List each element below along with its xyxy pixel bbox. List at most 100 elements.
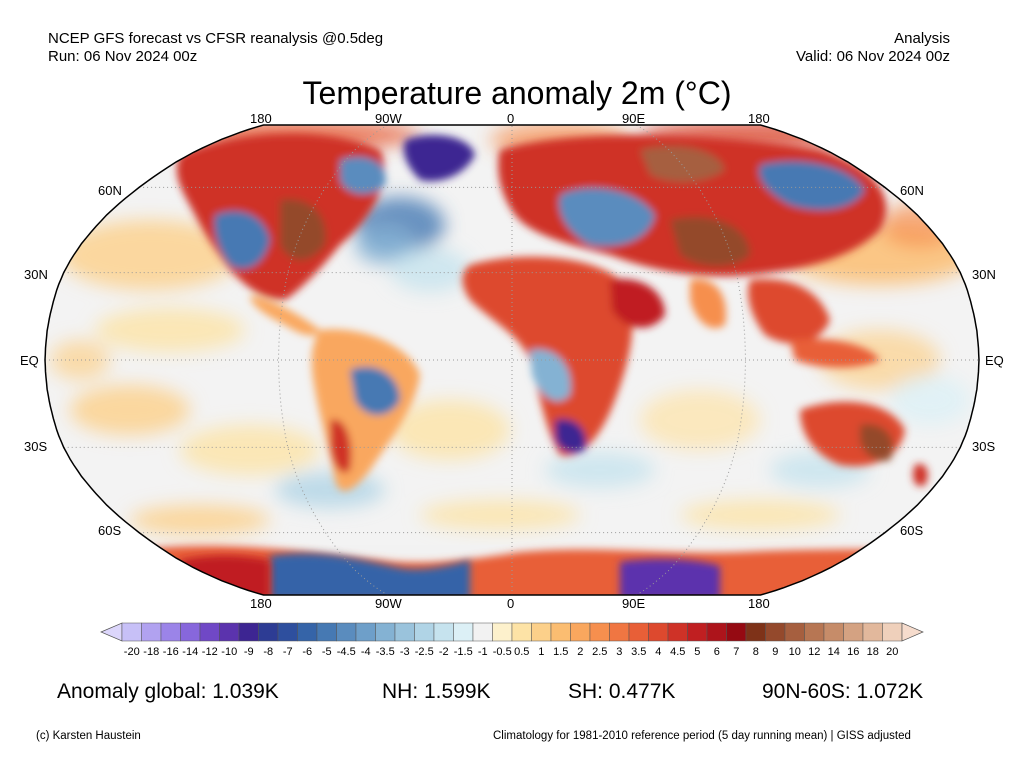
colorbar-swatch [511, 622, 532, 642]
colorbar-swatch [648, 622, 669, 642]
globe-outline [44, 124, 980, 596]
colorbar-tick-label: 2 [577, 646, 584, 658]
colorbar-tick-label: 18 [866, 646, 879, 658]
lat-label-left-30s: 30S [24, 439, 48, 454]
lon-label-top-180e: 180 [748, 111, 770, 126]
colorbar-swatch [453, 622, 474, 642]
colorbar-tick-label: 5 [694, 646, 701, 658]
colorbar-tick-label: -4 [360, 646, 371, 658]
colorbar-tick-label: -7 [282, 646, 293, 658]
colorbar-tick-label: 9 [772, 646, 779, 658]
colorbar-swatch [180, 622, 201, 642]
colorbar-tick-label: 1.5 [553, 646, 569, 658]
lat-label-right-60n: 60N [900, 183, 924, 198]
copyright: (c) Karsten Haustein [36, 730, 141, 742]
colorbar-over-triangle [901, 622, 924, 642]
colorbar-swatch [375, 622, 396, 642]
colorbar-swatch [706, 622, 727, 642]
colorbar-swatch [258, 622, 279, 642]
colorbar-swatch [394, 622, 415, 642]
colorbar-tick-label: 10 [788, 646, 801, 658]
colorbar-swatch [199, 622, 220, 642]
lat-label-right-30s: 30S [972, 439, 996, 454]
colorbar [100, 622, 924, 642]
colorbar-swatch [550, 622, 571, 642]
colorbar-tick-label: 12 [808, 646, 821, 658]
colorbar-swatch [355, 622, 376, 642]
colorbar-swatch [433, 622, 454, 642]
anomaly-map [44, 124, 980, 596]
colorbar-tick-label: -2.5 [414, 646, 434, 658]
colorbar-swatch [667, 622, 688, 642]
colorbar-swatch [316, 622, 337, 642]
lon-label-bottom-90e: 90E [622, 596, 646, 611]
colorbar-under-triangle [100, 622, 123, 642]
colorbar-swatch [492, 622, 513, 642]
colorbar-tick-label: -0.5 [492, 646, 512, 658]
colorbar-tick-label: -6 [302, 646, 313, 658]
lat-label-left-eq: EQ [20, 353, 39, 368]
lat-label-right-30n: 30N [972, 267, 996, 282]
lat-label-left-60n: 60N [98, 183, 122, 198]
colorbar-swatch [414, 622, 435, 642]
colorbar-tick-label: 4.5 [670, 646, 686, 658]
colorbar-swatch [472, 622, 493, 642]
colorbar-swatch [843, 622, 864, 642]
colorbar-swatch [882, 622, 903, 642]
lat-label-left-60s: 60S [98, 523, 122, 538]
colorbar-swatch [687, 622, 708, 642]
colorbar-swatch [765, 622, 786, 642]
colorbar-tick-label: -10 [221, 646, 238, 658]
colorbar-tick-label: -1 [477, 646, 488, 658]
graticule [45, 124, 979, 596]
valid-info: Analysis Valid: 06 Nov 2024 00z [796, 30, 950, 66]
colorbar-tick-label: -1.5 [453, 646, 473, 658]
meridian-line [636, 124, 747, 596]
colorbar-tick-label: -12 [201, 646, 218, 658]
colorbar-swatch [589, 622, 610, 642]
colorbar-swatch [570, 622, 591, 642]
colorbar-swatch [219, 622, 240, 642]
lat-label-right-eq: EQ [985, 353, 1004, 368]
colorbar-swatch [297, 622, 318, 642]
colorbar-swatch [609, 622, 630, 642]
lon-label-bottom-90w: 90W [375, 596, 402, 611]
colorbar-tick-label: -3.5 [375, 646, 395, 658]
colorbar-tick-label: 3 [616, 646, 623, 658]
colorbar-tick-label: -4.5 [336, 646, 356, 658]
colorbar-tick-label: 1 [538, 646, 545, 658]
colorbar-tick-label: 20 [886, 646, 899, 658]
colorbar-swatch [336, 622, 357, 642]
lon-label-bottom-180e: 180 [748, 596, 770, 611]
colorbar-swatch [121, 622, 142, 642]
colorbar-swatch [160, 622, 181, 642]
land-anomaly-field [176, 133, 928, 491]
colorbar-tick-label: 4 [655, 646, 662, 658]
colorbar-tick-label: 14 [827, 646, 840, 658]
arctic-anomaly: 90N-60S: 1.072K [762, 680, 924, 703]
colorbar-swatch [726, 622, 747, 642]
colorbar-tick-label: -8 [263, 646, 274, 658]
colorbar-tick-label: -2 [438, 646, 449, 658]
colorbar-tick-label: -3 [399, 646, 410, 658]
colorbar-tick-label: 0.5 [514, 646, 530, 658]
colorbar-tick-label: -5 [321, 646, 332, 658]
lon-label-bottom-180w: 180 [250, 596, 272, 611]
colorbar-swatch [745, 622, 766, 642]
colorbar-tick-label: -16 [162, 646, 179, 658]
colorbar-tick-label: -14 [182, 646, 199, 658]
lon-label-bottom-0: 0 [507, 596, 515, 611]
lon-label-top-0: 0 [507, 111, 515, 126]
colorbar-swatch [823, 622, 844, 642]
meridian-line [277, 124, 388, 596]
model-description: NCEP GFS forecast vs CFSR reanalysis @0.… [48, 30, 384, 47]
climatology-note: Climatology for 1981-2010 reference peri… [493, 730, 911, 742]
analysis-label: Analysis [894, 30, 950, 47]
colorbar-tick-label: 7 [733, 646, 740, 658]
colorbar-swatch [628, 622, 649, 642]
colorbar-tick-label: 8 [752, 646, 759, 658]
colorbar-swatch [784, 622, 805, 642]
lat-label-right-60s: 60S [900, 523, 924, 538]
lon-label-top-90e: 90E [622, 111, 646, 126]
colorbar-tick-label: 2.5 [592, 646, 608, 658]
